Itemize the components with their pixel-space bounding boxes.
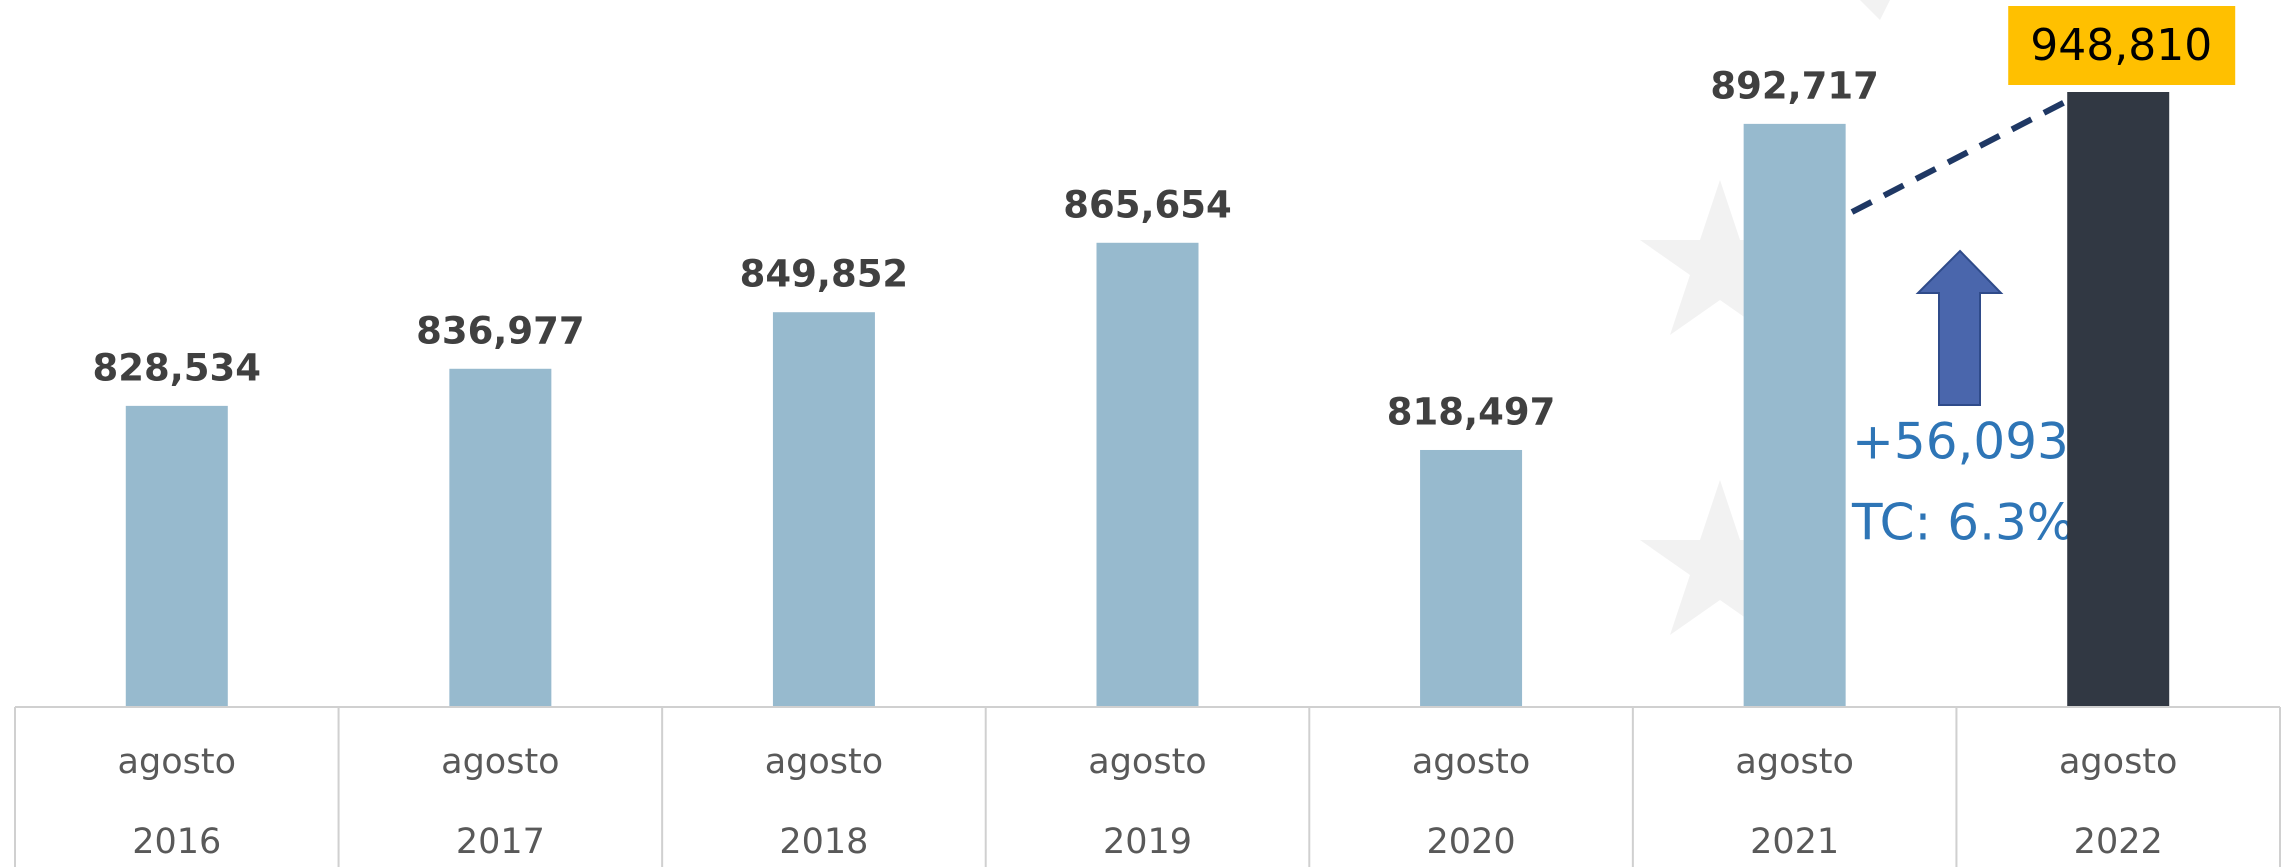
bar — [2067, 0, 2169, 707]
bar — [126, 406, 228, 707]
x-tick-label: agosto — [118, 742, 236, 782]
data-label: 849,852 — [740, 253, 909, 296]
x-tick-label: 2019 — [1103, 822, 1192, 862]
x-tick-label: agosto — [2059, 742, 2177, 782]
x-tick-label: 2016 — [132, 822, 221, 862]
trend-line — [1852, 102, 2065, 212]
bar — [1097, 243, 1199, 707]
data-label: 865,654 — [1063, 183, 1232, 226]
data-label: 836,977 — [416, 309, 585, 352]
bar — [1744, 124, 1846, 707]
data-label: 948,810 — [2030, 20, 2212, 71]
x-tick-label: agosto — [765, 742, 883, 782]
x-tick-label: 2018 — [779, 822, 868, 862]
up-arrow — [1918, 251, 2001, 405]
chart: +56,093 TC: 6.3% agosto 2016 828,534 agosto… — [0, 0, 2290, 867]
data-label: 828,534 — [93, 346, 262, 389]
annotation: TC: 6.3% — [1851, 494, 2074, 552]
bar — [449, 369, 551, 707]
x-tick-label: 2020 — [1427, 822, 1516, 862]
data-label: 818,497 — [1387, 390, 1556, 433]
x-tick-label: agosto — [1412, 742, 1530, 782]
bar — [773, 312, 875, 707]
x-tick-label: agosto — [1088, 742, 1206, 782]
x-tick-label: agosto — [441, 742, 559, 782]
x-tick-label: 2017 — [456, 822, 545, 862]
x-tick-label: 2022 — [2074, 822, 2163, 862]
annotation: +56,093 — [1852, 413, 2069, 471]
x-tick-label: 2021 — [1750, 822, 1839, 862]
data-label: 892,717 — [1710, 64, 1879, 107]
x-tick-label: agosto — [1735, 742, 1853, 782]
bar — [1420, 450, 1522, 707]
